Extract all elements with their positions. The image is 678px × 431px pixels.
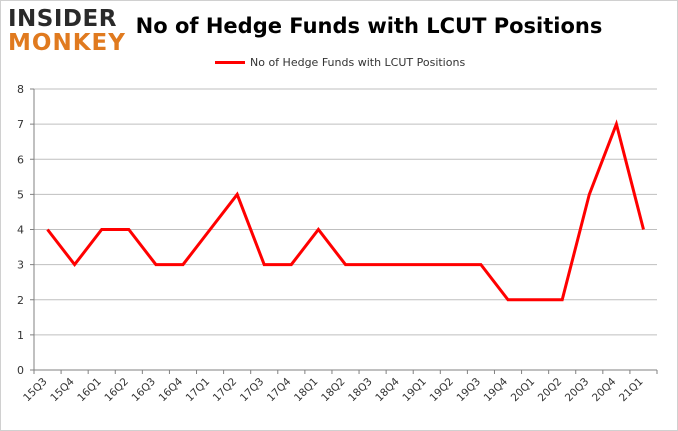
y-tick-label: 5 — [17, 188, 24, 201]
x-tick-label: 16Q1 — [75, 376, 104, 405]
x-tick-label: 19Q2 — [427, 376, 456, 405]
x-tick-label: 20Q3 — [563, 376, 592, 405]
x-tick-label: 20Q2 — [536, 376, 565, 405]
y-tick-label: 2 — [17, 294, 24, 307]
x-tick-label: 15Q3 — [21, 376, 50, 405]
x-tick-label: 19Q1 — [400, 376, 429, 405]
insider-monkey-logo: INSIDER MONKEY — [8, 6, 126, 56]
x-tick-label: 18Q3 — [346, 376, 375, 405]
x-tick-label: 20Q4 — [590, 375, 619, 404]
x-tick-label: 17Q1 — [184, 376, 213, 405]
y-tick-label: 8 — [17, 83, 24, 96]
y-tick-label: 7 — [17, 118, 24, 131]
x-tick-label: 19Q3 — [455, 376, 484, 405]
logo-line-2: MONKEY — [8, 30, 126, 56]
logo-line-1: INSIDER — [8, 6, 117, 32]
y-tick-label: 1 — [17, 329, 24, 342]
x-tick-label: 18Q4 — [373, 375, 402, 404]
x-tick-label: 16Q4 — [157, 375, 186, 404]
legend-swatch — [215, 60, 245, 64]
x-tick-label: 15Q4 — [48, 375, 77, 404]
x-tick-label: 16Q2 — [102, 376, 131, 405]
legend-label: No of Hedge Funds with LCUT Positions — [250, 55, 466, 69]
x-tick-label: 21Q1 — [617, 376, 646, 405]
y-tick-label: 0 — [17, 364, 24, 377]
x-tick-label: 20Q1 — [509, 376, 538, 405]
x-tick-label: 17Q2 — [211, 376, 240, 405]
series-line — [46, 119, 645, 302]
x-tick-label: 16Q3 — [130, 376, 159, 405]
x-tick-label: 18Q1 — [292, 376, 321, 405]
x-tick-label: 17Q3 — [238, 376, 267, 405]
y-tick-label: 3 — [17, 259, 24, 272]
legend: No of Hedge Funds with LCUT Positions — [215, 54, 465, 70]
chart-title: No of Hedge Funds with LCUT Positions — [135, 14, 603, 38]
x-tick-label: 17Q4 — [265, 375, 294, 404]
y-tick-label: 4 — [17, 224, 24, 237]
y-tick-label: 6 — [17, 153, 24, 166]
x-tick-label: 19Q4 — [482, 375, 511, 404]
x-tick-label: 18Q2 — [319, 376, 348, 405]
